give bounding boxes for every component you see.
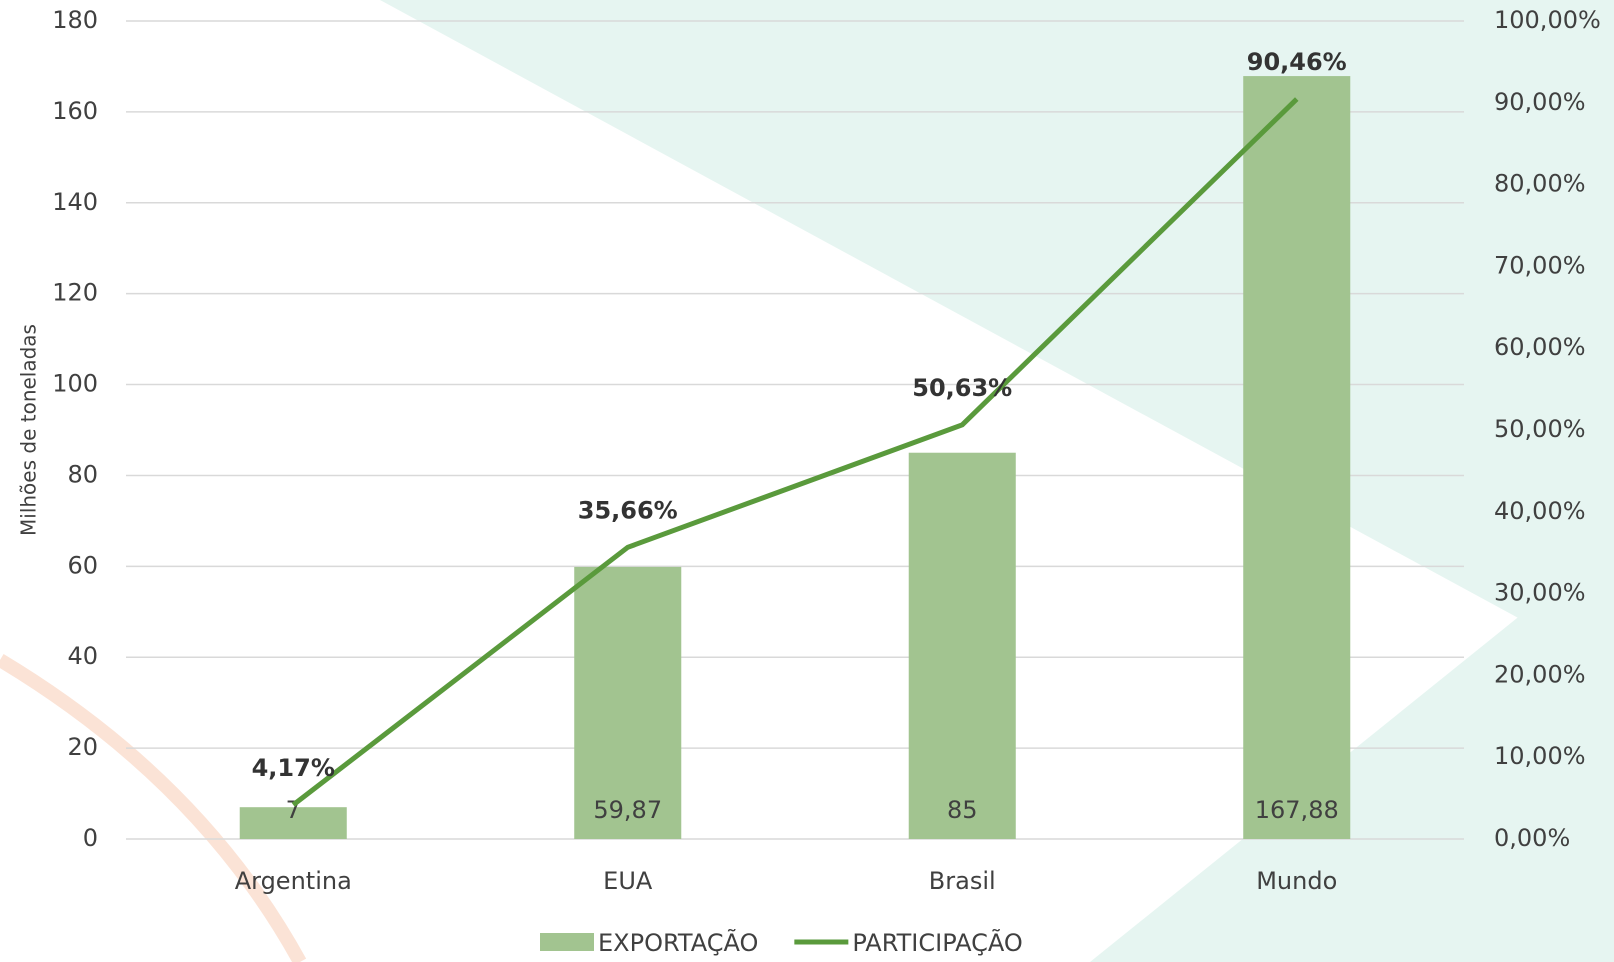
legend-label: PARTICIPAÇÃO <box>852 927 1022 957</box>
y-tick-label: 140 <box>52 188 98 216</box>
value-label: 59,87 <box>593 796 662 824</box>
bar <box>239 807 347 839</box>
y-tick-label: 100 <box>52 370 98 398</box>
value-label: 90,46% <box>1247 48 1347 76</box>
y2-tick-label: 30,00% <box>1494 579 1586 607</box>
bar <box>1243 76 1351 839</box>
y-tick-label: 60 <box>67 551 98 579</box>
legend-label: EXPORTAÇÃO <box>598 927 758 957</box>
y-tick-label: 180 <box>52 6 98 34</box>
y2-tick-label: 80,00% <box>1494 170 1586 198</box>
x-tick-label: Brasil <box>929 867 996 895</box>
y2-tick-label: 10,00% <box>1494 742 1586 770</box>
y2-tick-label: 100,00% <box>1494 6 1601 34</box>
y-tick-label: 40 <box>67 642 98 670</box>
y-tick-label: 120 <box>52 279 98 307</box>
y-axis-label: Milhões de toneladas <box>17 324 41 536</box>
value-label: 167,88 <box>1255 796 1339 824</box>
y2-tick-label: 60,00% <box>1494 333 1586 361</box>
x-tick-label: Mundo <box>1256 867 1337 895</box>
background-shape <box>0 653 307 962</box>
y-tick-label: 160 <box>52 97 98 125</box>
x-tick-label: EUA <box>603 867 653 895</box>
line <box>291 97 1299 807</box>
value-label: 4,17% <box>252 754 335 782</box>
bar <box>908 452 1016 839</box>
x-tick-label: Argentina <box>235 867 352 895</box>
legend-swatch <box>540 933 594 951</box>
y2-tick-label: 20,00% <box>1494 660 1586 688</box>
background-shape <box>1090 540 1614 962</box>
y-tick-label: 20 <box>67 733 98 761</box>
y-tick-label: 80 <box>67 460 98 488</box>
bar <box>574 566 682 839</box>
value-label: 35,66% <box>578 496 678 524</box>
y2-tick-label: 50,00% <box>1494 415 1586 443</box>
y2-tick-label: 0,00% <box>1494 824 1570 852</box>
value-label: 50,63% <box>912 374 1012 402</box>
y-tick-label: 0 <box>83 824 98 852</box>
value-label: 85 <box>947 796 978 824</box>
y2-tick-label: 90,00% <box>1494 88 1586 116</box>
y2-tick-label: 70,00% <box>1494 251 1586 279</box>
y2-tick-label: 40,00% <box>1494 497 1586 525</box>
